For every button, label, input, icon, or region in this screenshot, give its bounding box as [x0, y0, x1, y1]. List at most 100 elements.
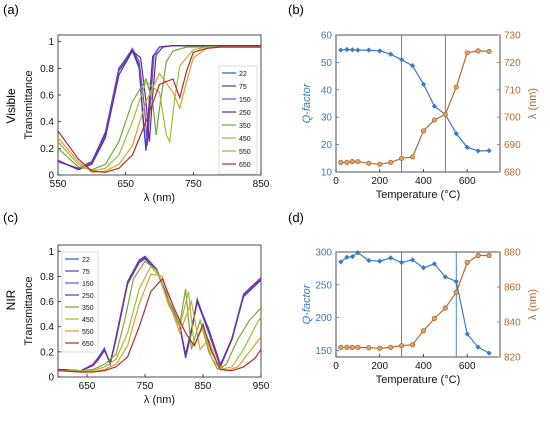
plot-frame	[335, 34, 501, 173]
legend-label-450: 450	[82, 317, 94, 324]
q-factor-point	[486, 148, 492, 154]
series-line-q-factor	[340, 251, 490, 354]
panel-d-temperature-nir: 0 200 400 600 150 200 250 300 820 840 860 880 Temper…	[301, 248, 539, 387]
y-tick-label: 0.6	[40, 297, 54, 308]
wavelength-point	[355, 344, 361, 350]
wavelength-point	[409, 342, 416, 348]
x-tick-label: 650	[117, 179, 134, 190]
y-right-axis-title: λ (nm)	[527, 289, 539, 320]
y-tick-label: 0.6	[40, 91, 54, 102]
q-factor-point	[399, 57, 405, 63]
series-line-q-factor	[340, 48, 490, 152]
q-factor-point	[431, 103, 437, 109]
panel-label-c: (c)	[3, 210, 18, 225]
x-tick-label: 550	[50, 179, 67, 190]
q-factor-point	[453, 278, 459, 285]
wavelength-point	[475, 252, 481, 259]
x-tick-label: 600	[459, 361, 476, 372]
wavelength-point	[442, 305, 448, 311]
q-factor-point	[377, 258, 383, 264]
legend-label-75: 75	[82, 269, 90, 276]
wavelength-point	[338, 159, 344, 166]
legend-label-75: 75	[239, 84, 247, 91]
wavelength-point	[475, 48, 481, 54]
wavelength-point	[349, 158, 355, 165]
y-tick-label: 0.8	[40, 64, 54, 75]
legend-box	[61, 251, 99, 353]
x-tick-label: 400	[415, 361, 432, 372]
wavelength-point	[486, 252, 492, 259]
x-tick-label: 200	[371, 176, 388, 187]
legend-box	[218, 65, 258, 175]
legend-label-22: 22	[239, 71, 247, 78]
q-factor-point	[442, 274, 448, 280]
y-tick-label: 0.4	[40, 117, 54, 128]
y-left-tick-label: 150	[315, 346, 332, 357]
x-tick-label: 950	[253, 381, 270, 392]
y-left-axis-title: Q-factor	[301, 82, 313, 123]
panel-c-spectra-nir: 650 750 850 950 0 0.2 0.4 0.6 0.8 1 λ (nm) Transmit…	[23, 244, 270, 406]
series-line-650	[57, 277, 262, 373]
x-tick-label: 750	[137, 381, 154, 392]
y-right-tick-label: 820	[504, 353, 521, 364]
legend-label-350: 350	[82, 305, 94, 312]
y-right-tick-label: 710	[504, 85, 521, 96]
x-axis-title: Temperature (°C)	[376, 189, 460, 201]
y-tick-label: 0	[48, 171, 54, 182]
q-factor-point	[420, 81, 427, 87]
legend-label-650: 650	[239, 162, 251, 169]
q-factor-point	[409, 257, 416, 263]
wavelength-point	[344, 159, 350, 166]
y-tick-label: 0.2	[40, 144, 54, 155]
legend-label-550: 550	[82, 329, 94, 336]
plot-frame	[335, 251, 501, 358]
q-factor-point	[338, 259, 344, 265]
wavelength-point	[453, 289, 459, 295]
y-tick-label: 0.4	[40, 322, 54, 333]
x-tick-label: 0	[333, 361, 339, 372]
wavelength-point	[464, 50, 470, 56]
q-factor-point	[344, 254, 350, 260]
q-factor-point	[355, 250, 361, 256]
legend-label-250: 250	[82, 293, 94, 300]
wavelength-point	[431, 315, 437, 322]
q-factor-point	[399, 259, 405, 266]
wavelength-point	[355, 158, 361, 165]
wavelength-point	[398, 343, 405, 349]
y-right-tick-label: 680	[504, 168, 521, 179]
q-factor-point	[431, 261, 437, 267]
series-line-250	[57, 45, 261, 171]
wavelength-point	[420, 328, 427, 334]
wavelength-point	[377, 345, 383, 351]
q-factor-point	[453, 131, 459, 137]
y-right-tick-label: 700	[504, 113, 521, 124]
legend-label-350: 350	[239, 123, 251, 130]
x-tick-label: 0	[333, 176, 339, 187]
q-factor-point	[409, 63, 416, 69]
legend-label-450: 450	[239, 136, 251, 143]
row-label-visible: Visible	[4, 88, 18, 123]
x-tick-label: 200	[371, 361, 388, 372]
wavelength-point	[453, 84, 459, 90]
q-factor-point	[388, 255, 394, 261]
legend: 22 75 150 250 350 450 550 650	[218, 65, 258, 175]
y-left-tick-label: 20	[321, 140, 333, 151]
legend-label-150: 150	[82, 281, 94, 288]
series-line-350	[58, 260, 262, 372]
q-factor-point	[486, 350, 492, 356]
y-left-tick-label: 60	[321, 31, 333, 42]
series-line-450	[57, 46, 261, 172]
y-left-tick-label: 40	[321, 85, 333, 96]
q-factor-point	[349, 47, 355, 53]
q-factor-point	[475, 344, 481, 350]
y-tick-label: 0.2	[40, 347, 54, 358]
x-tick-label: 650	[79, 381, 96, 392]
y-left-tick-label: 200	[315, 313, 332, 324]
wavelength-point	[409, 154, 416, 160]
legend-label-22: 22	[82, 257, 90, 264]
legend: 22 75 150 250 350 450 550 650	[61, 251, 99, 353]
panel-b-temperature-visible: 0 200 400 600 10 20 30 40 50 60 680 690 700 710 720 730…	[301, 31, 539, 202]
legend-label-250: 250	[239, 110, 251, 117]
y-right-tick-label: 730	[504, 31, 521, 42]
